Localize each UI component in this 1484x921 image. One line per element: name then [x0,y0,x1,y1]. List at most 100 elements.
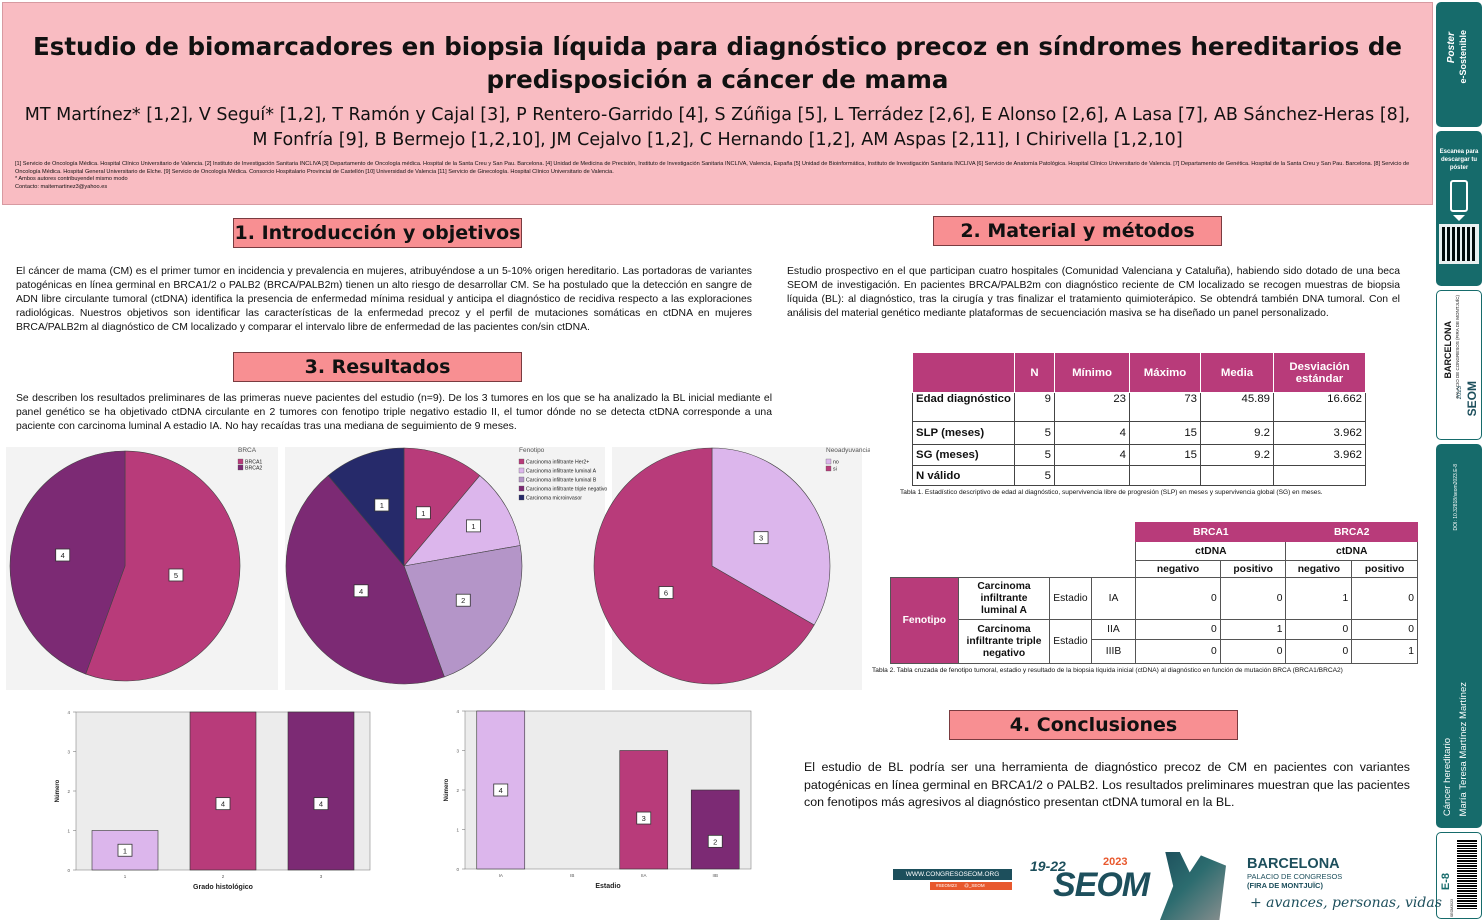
sidebar-doi: DOI: 10.32818/seom2023.E-8 [1453,464,1459,531]
table2-cell: 0 [1135,577,1221,620]
intro-heading: 1. Introducción y objetivos [233,218,522,248]
table2-empty-corner [891,523,1136,542]
bar-value-label-box [636,811,652,825]
table2-row: Carcinoma infiltrante triple negativo Es… [891,619,1418,664]
table1-row-label: SG (meses) [912,444,1015,466]
y-tick-label: 0 [67,868,70,873]
table1-header-cell [912,352,1015,393]
poster-code: E-8 [1440,873,1452,891]
table2-cell: 0 [1351,577,1418,620]
x-axis-label: Estadio [595,883,620,890]
pie-legend-label: no [833,460,839,466]
table1-row: Edad diagnóstico 9 23 73 45.89 16.662 [912,392,1366,422]
affiliation-list: [1] Servicio de Oncología Médica. Hospit… [15,161,1410,175]
table2-cell: 1 [1351,639,1418,664]
y-axis-label: Número [444,778,450,801]
positive-header: positivo [1219,560,1287,578]
table1-row: N válido 5 [912,465,1366,486]
poster-title: Estudio de biomarcadores en biopsia líqu… [33,32,1402,94]
pie-slice [285,475,445,685]
pie-slice-label-box [168,568,184,582]
pie-slice [403,447,481,567]
ctdna-header: ctDNA [1135,541,1287,561]
y-tick-label: 4 [456,709,459,714]
pie-legend-swatch [518,467,525,474]
footer-website[interactable]: WWW.CONGRESOSEOM.ORG [893,869,1012,880]
footer-hashtags: #SEOM23 @_SEOM [930,882,1012,890]
pie-slice [403,475,521,567]
footer-venue-place: (FIRA DE MONTJUÏC) [1247,880,1323,890]
bar-value-label: 1 [123,846,127,855]
x-tick-label: IB [570,873,574,878]
y-tick-label: 3 [67,750,70,755]
x-tick-label: 3 [320,874,323,879]
table2-cell: 0 [1135,639,1221,664]
negative-header: negativo [1285,560,1353,578]
bar-value-label: 3 [642,814,646,823]
table2-cell: 0 [1285,619,1353,640]
table1-cell: 5 [1014,465,1055,486]
equal-contribution-note: * Ambos autores contribuyendel mismo mod… [15,176,128,182]
y-tick-label: 3 [456,749,459,754]
table1-cell: 3.962 [1273,444,1366,466]
y-tick-label: 2 [456,788,459,793]
pie-legend-swatch [518,494,525,501]
stage-label: Estadio [1049,619,1092,664]
footer-city: BARCELONA [1247,856,1340,872]
footer-dates: 19-22 [1030,858,1066,874]
barcode-text: SEOM2023 [1450,899,1454,918]
table1-cell: 9 [1014,392,1055,422]
phenotype-triple-negative: Carcinoma infiltrante triple negativo [957,619,1051,664]
sidebar-download-panel: Escanea para descargar tu póster [1436,131,1482,286]
sidebar-poster-label: Poster [1446,32,1457,64]
stage-value: IIA [1090,619,1137,640]
barcode-icon [1457,839,1477,909]
arrow-down-icon [1453,215,1465,221]
footer-venue-name: PALACIO DE CONGRESOS [1247,872,1343,881]
pie-slice-label: 2 [461,596,465,605]
sidebar-seom-logo: SEOM [1465,381,1479,417]
pie-slice-label: 4 [359,587,363,596]
x-tick-label: IA [499,873,503,878]
results-heading: 3. Resultados [233,352,522,382]
crosstab-table: BRCA1 BRCA2 ctDNA ctDNA negativo positiv… [890,522,1418,664]
table1-cell: 5 [1014,421,1055,445]
bar-value-label-box [493,783,509,797]
author-list: MT Martínez* [1,2], V Seguí* [1,2], T Ra… [24,105,1411,150]
pie-slice-label: 1 [380,501,384,510]
sidebar-congress-logo: BARCELONA PALACIO DE CONGRESOS (FIRA DE … [1436,290,1482,440]
table1-cell: 4 [1054,421,1130,445]
table1-cell: 16.662 [1273,392,1366,422]
table1-row-label: Edad diagnóstico [912,392,1015,422]
pie-slice-label-box [658,586,674,599]
contact-email: Contacto: maitemartinez3@yahoo.es [15,183,108,190]
pie-slice-label: 4 [61,551,65,560]
footer-year: 2023 [1103,856,1128,868]
affiliations: [1] Servicio de Oncología Médica. Hospit… [3,153,1432,191]
pie-slice [9,450,126,675]
bar-value-label: 4 [221,800,225,809]
qr-code-icon[interactable] [1439,224,1479,264]
pie-legend-label: BRCA1 [245,460,262,466]
intro-text: El cáncer de mama (CM) es el primer tumo… [16,266,752,334]
pie-legend-label: Carcinoma infiltrante triple negativo [526,487,607,493]
phenotype-luminal-a: Carcinoma infiltrante luminal A [957,577,1051,620]
footer-slogan: + avances, personas, vidas [1250,895,1442,911]
footer-dragon-graphic [1160,852,1226,920]
pie-slice [711,447,831,626]
negative-header: negativo [1135,560,1221,578]
pie-slice-label-box [753,531,769,545]
x-axis-label: Grado histológico [193,884,253,891]
pie-legend-swatch [825,458,832,465]
table1-cell: 15 [1129,421,1201,445]
pie-legend-swatch [825,465,832,472]
stage-label: Estadio [1049,577,1092,620]
pie-slice [327,447,405,567]
table1-cell: 9.2 [1200,444,1274,466]
bar-value-label: 2 [713,837,717,846]
pie-slice [85,450,241,682]
pie-slice-label: 1 [421,509,425,518]
pie-slice-label: 1 [471,522,475,531]
bar [619,750,669,870]
y-tick-label: 1 [67,829,70,834]
